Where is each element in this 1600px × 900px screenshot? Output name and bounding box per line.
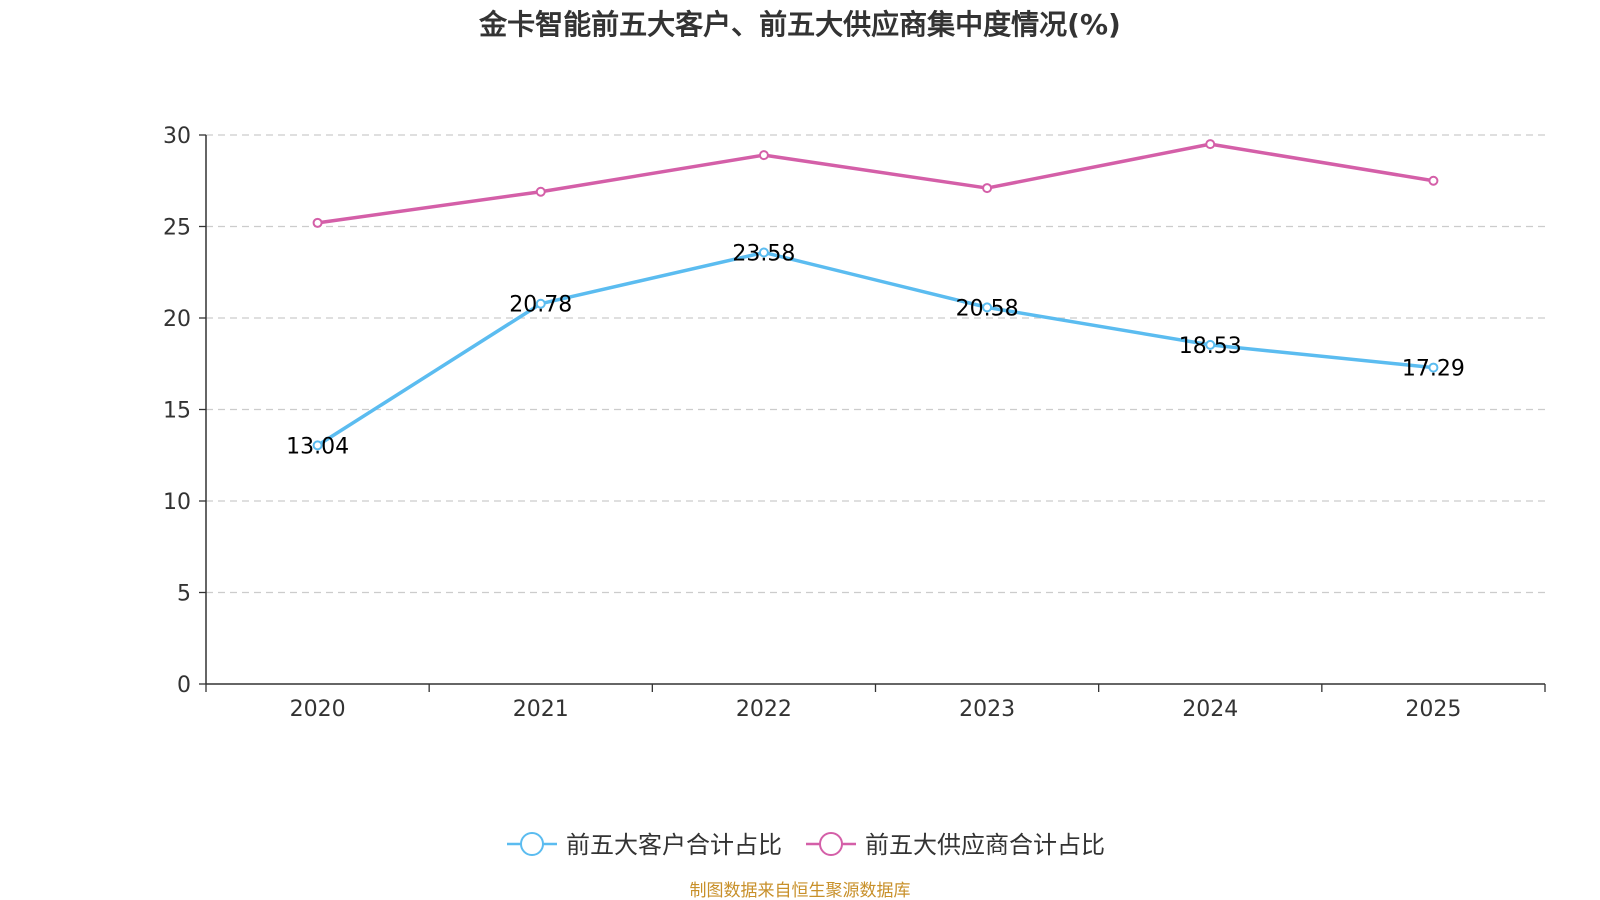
legend-marker [520, 832, 544, 856]
data-label: 13.04 [286, 434, 349, 459]
data-point [982, 302, 993, 313]
data-labels: 13.04 20.78 23.58 20.58 18.53 17.29 [286, 241, 1465, 459]
legend[interactable]: 前五大客户合计占比 前五大供应商合计占比 [507, 831, 1105, 859]
data-label: 20.58 [956, 296, 1019, 321]
legend-item[interactable]: 前五大客户合计占比 [507, 831, 782, 859]
series-layer [312, 139, 1439, 451]
x-tick-label: 2023 [959, 697, 1015, 722]
legend-item[interactable]: 前五大供应商合计占比 [806, 831, 1105, 859]
data-point [758, 150, 769, 161]
y-tick-label: 20 [163, 307, 191, 332]
x-tick-label: 2022 [736, 697, 792, 722]
x-tick-label: 2020 [290, 697, 346, 722]
series-line [317, 142, 1434, 225]
x-tick-label: 2024 [1182, 697, 1238, 722]
data-point [982, 183, 993, 194]
x-tick-label: 2021 [513, 697, 569, 722]
data-point [1428, 175, 1439, 186]
grid-lines [206, 134, 1545, 594]
legend-label: 前五大客户合计占比 [566, 831, 782, 859]
source-note: 制图数据来自恒生聚源数据库 [690, 881, 911, 900]
data-point [1205, 339, 1216, 350]
legend-marker [819, 832, 843, 856]
y-tick-label: 15 [163, 399, 191, 424]
data-label: 23.58 [732, 241, 795, 266]
data-point [1428, 362, 1439, 373]
data-label: 18.53 [1179, 334, 1242, 359]
data-label: 20.78 [509, 293, 572, 318]
data-point [535, 186, 546, 197]
legend-label: 前五大供应商合计占比 [865, 831, 1105, 859]
y-tick-label: 30 [163, 124, 191, 149]
data-point [312, 217, 323, 228]
y-tick-label: 5 [177, 582, 191, 607]
data-point [1205, 139, 1216, 150]
y-tick-label: 0 [177, 673, 191, 698]
data-point [758, 247, 769, 258]
x-tick-label: 2025 [1405, 697, 1461, 722]
data-point [312, 440, 323, 451]
y-tick-label: 25 [163, 216, 191, 241]
data-point [535, 298, 546, 309]
data-label: 17.29 [1402, 357, 1465, 382]
chart-title: 金卡智能前五大客户、前五大供应商集中度情况(%) [478, 8, 1121, 41]
series-line [316, 250, 1434, 447]
y-tick-label: 10 [163, 490, 191, 515]
